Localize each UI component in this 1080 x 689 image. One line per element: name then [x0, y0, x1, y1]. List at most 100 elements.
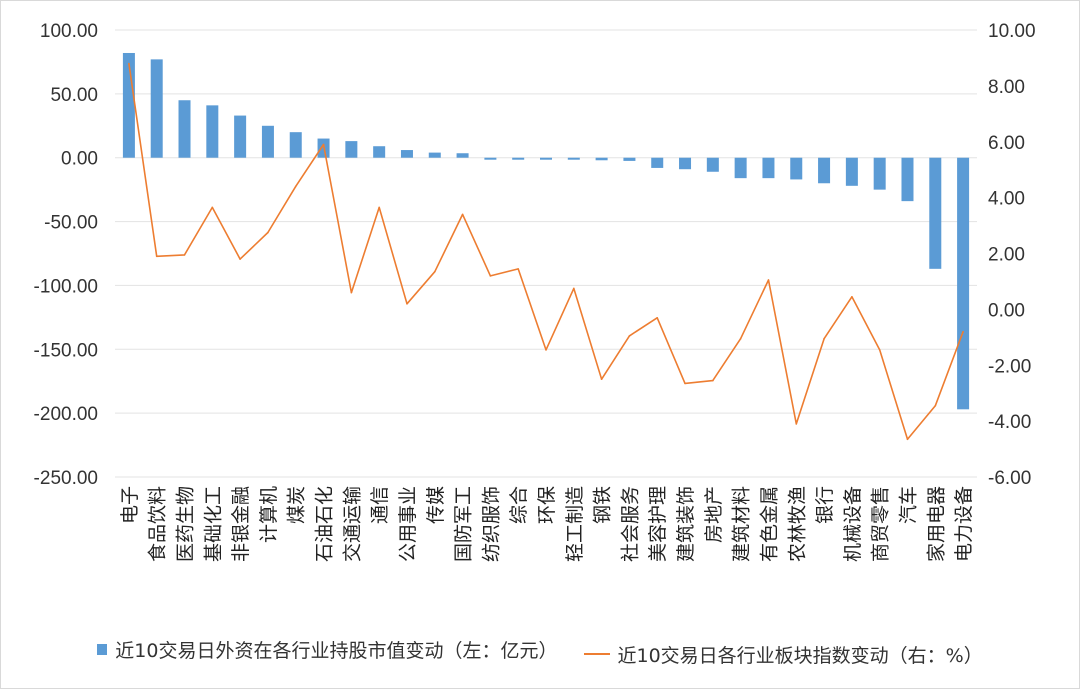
- line-point: [851, 296, 853, 298]
- line-point: [211, 206, 214, 209]
- bar: [706, 157, 719, 172]
- category-label: 纺织服饰: [480, 486, 502, 562]
- category-label: 家用电器: [925, 486, 947, 562]
- line-point: [322, 143, 325, 146]
- category-labels: 电子 食品饮料 医药生物 基础化工 非银金融 计算机 煤炭 石油石化 交通运输 通信 公用事业 传媒国…: [119, 486, 975, 562]
- bar: [428, 152, 441, 158]
- line-point: [573, 287, 575, 290]
- bar: [456, 153, 469, 158]
- line-point: [739, 337, 742, 340]
- bar-series: [122, 52, 970, 410]
- right-tick-label: 6.00: [988, 133, 1025, 154]
- line-point: [628, 335, 631, 337]
- bar: [818, 157, 831, 184]
- bar: [679, 157, 692, 170]
- line-point: [239, 258, 241, 260]
- category-label: 煤炭: [286, 486, 308, 524]
- category-label: 农林牧渔: [786, 486, 808, 562]
- bar: [623, 157, 636, 161]
- category-label: 社会服务: [619, 486, 641, 562]
- line-point: [183, 254, 186, 256]
- left-tick-label: -50.00: [44, 213, 98, 234]
- line-point: [767, 279, 770, 281]
- line-point: [461, 213, 464, 216]
- line-path: [128, 63, 964, 441]
- bar: [790, 157, 803, 180]
- category-label: 基础化工: [202, 486, 224, 562]
- line-point: [934, 404, 937, 407]
- bar: [289, 132, 302, 158]
- line-point: [489, 275, 492, 277]
- line-point: [350, 291, 353, 294]
- right-tick-label: 2.00: [988, 245, 1025, 266]
- gridlines: [115, 29, 977, 478]
- line-point: [406, 302, 408, 305]
- category-label: 电力设备: [953, 486, 975, 562]
- category-label: 电子: [119, 486, 141, 524]
- legend-line-label: 近10交易日各行业板块指数变动（右：%）: [617, 644, 983, 667]
- left-axis-ticks: 100.00 50.00 0.00 -50.00 -100.00 -150.00 -200.…: [34, 21, 98, 489]
- left-tick-label: -200.00: [34, 404, 98, 425]
- legend-item-bar: 近10交易日外资在各行业持股市值变动（左：亿元）: [97, 636, 557, 663]
- category-label: 建筑材料: [731, 486, 753, 562]
- bar: [734, 157, 747, 179]
- legend-item-line: 近10交易日各行业板块指数变动（右：%）: [583, 641, 983, 668]
- category-label: 环保: [536, 486, 558, 524]
- bar: [567, 157, 580, 160]
- bar: [178, 100, 191, 158]
- bar: [845, 157, 858, 186]
- bar: [150, 59, 163, 158]
- category-label: 建筑装饰: [675, 486, 697, 562]
- bar: [512, 157, 525, 160]
- right-tick-label: -4.00: [988, 412, 1031, 433]
- category-label: 国防军工: [453, 486, 475, 562]
- line-point: [128, 62, 130, 65]
- category-label: 汽车: [897, 486, 919, 524]
- left-tick-label: -250.00: [34, 468, 98, 489]
- category-label: 交通运输: [341, 486, 363, 562]
- bar: [929, 157, 942, 269]
- line-point: [517, 268, 519, 270]
- line-series: [128, 62, 964, 441]
- right-tick-label: -2.00: [988, 356, 1031, 377]
- left-tick-label: 0.00: [61, 149, 98, 170]
- right-tick-label: 0.00: [988, 300, 1025, 321]
- bar: [651, 157, 664, 168]
- category-label: 传媒: [425, 486, 447, 524]
- category-label: 美容护理: [647, 486, 669, 562]
- right-tick-label: 8.00: [988, 77, 1025, 98]
- category-label: 计算机: [258, 486, 280, 543]
- legend-bar-swatch: [97, 644, 108, 655]
- line-point: [962, 330, 964, 333]
- left-tick-label: -150.00: [34, 340, 98, 361]
- legend-bar-label: 近10交易日外资在各行业持股市值变动（左：亿元）: [115, 640, 558, 662]
- bar: [957, 157, 970, 410]
- bar: [234, 115, 247, 158]
- category-label: 石油石化: [314, 486, 336, 562]
- line-point: [433, 270, 436, 273]
- category-label: 机械设备: [842, 486, 864, 562]
- category-label: 通信: [369, 486, 391, 524]
- right-axis-ticks: 10.00 8.00 6.00 4.00 2.00 0.00 -2.00 -4.00 -6.00: [988, 21, 1036, 489]
- bar: [901, 157, 914, 202]
- bar: [595, 157, 608, 161]
- category-label: 银行: [814, 486, 836, 524]
- category-label: 钢铁: [592, 486, 614, 524]
- line-point: [600, 378, 603, 381]
- left-tick-label: 50.00: [50, 85, 98, 106]
- category-label: 非银金融: [230, 486, 252, 562]
- right-tick-label: 10.00: [988, 21, 1036, 42]
- left-tick-label: 100.00: [40, 21, 98, 42]
- bar: [873, 157, 886, 190]
- line-point: [545, 349, 547, 351]
- line-point: [795, 423, 798, 425]
- line-point: [656, 316, 659, 319]
- line-point: [378, 206, 380, 209]
- category-label: 轻工制造: [564, 486, 586, 562]
- bar: [261, 125, 274, 158]
- category-label: 公用事业: [397, 486, 419, 562]
- line-point: [712, 379, 714, 382]
- line-point: [906, 438, 909, 441]
- category-label: 综合: [508, 486, 530, 524]
